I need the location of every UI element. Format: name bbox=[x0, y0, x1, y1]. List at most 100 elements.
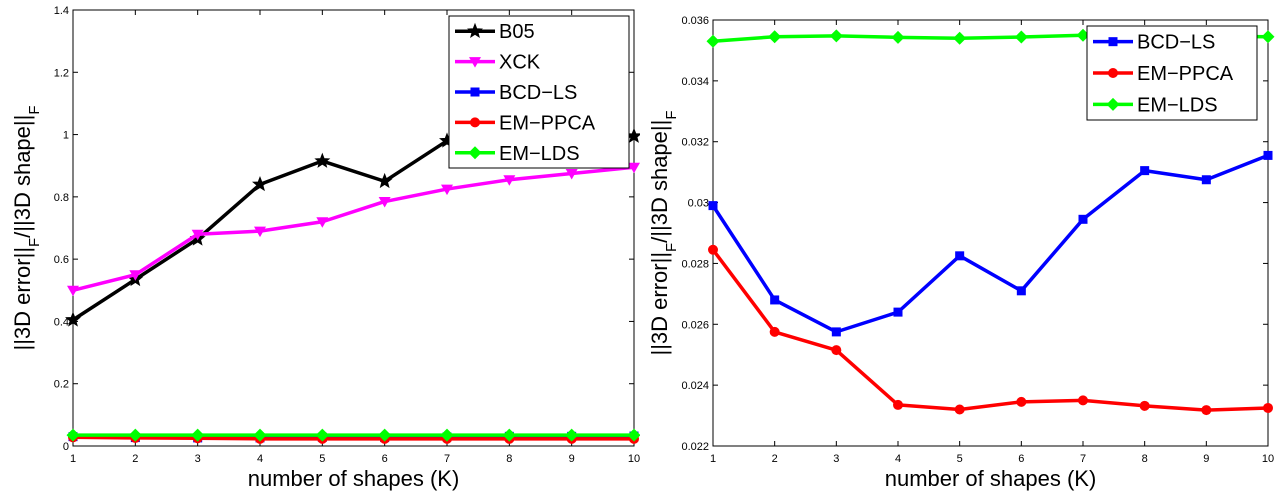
legend-marker bbox=[470, 117, 480, 128]
data-point-bcd-ls bbox=[708, 201, 718, 211]
series-em-lds bbox=[66, 428, 640, 442]
left-chart: 1 2 3 4 5 6 7 8 9 10 0 0.2 0.4 0.6 0.8 1 1.2 1.4 number of… bbox=[10, 5, 640, 491]
data-point-xck bbox=[503, 175, 516, 186]
y-tick-label: 1 bbox=[63, 130, 69, 142]
x-tick-label: 10 bbox=[628, 453, 640, 465]
y-axis-label: ||3D error||F/||3D shape||F bbox=[647, 110, 680, 355]
data-point-em-lds bbox=[1076, 28, 1090, 42]
data-point-em-ppca bbox=[1016, 396, 1027, 407]
data-point-em-lds bbox=[378, 428, 392, 442]
data-point-em-lds bbox=[253, 428, 267, 442]
x-tick-label: 10 bbox=[1262, 453, 1274, 465]
y-tick-label: 0.028 bbox=[681, 258, 709, 270]
x-tick-label: 3 bbox=[195, 453, 201, 465]
right-chart-panel: 1 2 3 4 5 6 7 8 9 10 0.022 0.024 0.026 0.028 0.03 0.032… bbox=[640, 0, 1280, 492]
data-point-xck bbox=[378, 197, 391, 208]
series-line-em-ppca bbox=[72, 435, 634, 441]
data-point-em-lds bbox=[953, 31, 967, 45]
legend-label: XCK bbox=[499, 52, 541, 74]
data-point-bcd-ls bbox=[955, 251, 965, 261]
y-tick-label: 0.2 bbox=[54, 379, 69, 391]
legend-item-xck: XCK bbox=[455, 52, 541, 74]
data-point-em-lds bbox=[502, 428, 516, 442]
legend-item-em-ppca: EM−PPCA bbox=[1093, 63, 1234, 85]
y-tick-label: 0.034 bbox=[681, 76, 709, 88]
x-tick-label: 6 bbox=[1018, 453, 1024, 465]
legend-label: BCD−LS bbox=[1137, 32, 1215, 54]
data-point-em-ppca bbox=[1078, 395, 1088, 406]
y-tick-label: 0.03 bbox=[688, 198, 709, 210]
data-point-em-lds bbox=[627, 428, 640, 442]
legend-item-bcd-ls: BCD−LS bbox=[455, 82, 577, 104]
legend-item-bcd-ls: BCD−LS bbox=[1093, 32, 1215, 54]
data-point-bcd-ls bbox=[1078, 214, 1088, 224]
y-tick-label: 0.6 bbox=[54, 254, 69, 266]
data-point-em-ppca bbox=[1263, 402, 1273, 413]
x-tick-label: 8 bbox=[1142, 453, 1148, 465]
legend-label: EM−LDS bbox=[1137, 94, 1218, 116]
legend-marker bbox=[467, 22, 483, 38]
data-point-em-lds bbox=[1261, 30, 1275, 44]
x-tick-label: 1 bbox=[710, 453, 716, 465]
y-tick-label: 0.032 bbox=[681, 137, 709, 149]
x-tick-label: 7 bbox=[444, 453, 450, 465]
data-point-em-ppca bbox=[831, 345, 842, 356]
x-tick-label: 5 bbox=[957, 453, 963, 465]
data-point-xck bbox=[191, 229, 204, 241]
x-tick-label: 9 bbox=[1203, 453, 1209, 465]
data-point-bcd-ls bbox=[770, 295, 780, 305]
data-point-bcd-ls bbox=[893, 307, 903, 317]
data-point-xck bbox=[254, 226, 266, 238]
x-axis-label: number of shapes (K) bbox=[885, 466, 1097, 491]
x-tick-label: 9 bbox=[569, 453, 575, 465]
x-tick-label: 8 bbox=[506, 453, 512, 465]
x-tick-label: 4 bbox=[895, 453, 901, 465]
series-em-ppca bbox=[708, 244, 1273, 416]
right-chart: 1 2 3 4 5 6 7 8 9 10 0.022 0.024 0.026 0.028 0.03 0.032… bbox=[647, 15, 1275, 491]
legend-label: BCD−LS bbox=[499, 82, 577, 104]
data-point-em-lds bbox=[1014, 30, 1028, 44]
legend-marker bbox=[468, 146, 482, 160]
data-point-em-lds bbox=[891, 30, 905, 44]
y-tick-label: 1.2 bbox=[54, 67, 69, 79]
data-point-xck bbox=[441, 184, 453, 196]
legend: BCD−LS EM−PPCA EM−LDS bbox=[1086, 25, 1258, 121]
y-tick-label: 1.4 bbox=[54, 5, 69, 17]
y-tick-label: 0.8 bbox=[54, 192, 69, 204]
data-point-xck bbox=[316, 217, 329, 228]
data-point-em-lds bbox=[829, 29, 843, 43]
x-tick-label: 7 bbox=[1080, 453, 1086, 465]
data-point-em-ppca bbox=[954, 404, 965, 415]
x-axis-label: number of shapes (K) bbox=[248, 466, 460, 491]
legend-marker bbox=[1108, 68, 1118, 78]
data-point-em-lds bbox=[315, 428, 329, 442]
data-point-em-lds bbox=[66, 428, 80, 442]
data-point-bcd-ls bbox=[831, 327, 841, 337]
data-point-em-lds bbox=[440, 428, 454, 442]
legend-item-em-ppca: EM−PPCA bbox=[455, 112, 596, 134]
x-tick-label: 2 bbox=[132, 453, 138, 465]
y-axis-label: ||3D error||F/||3D shape||F bbox=[10, 105, 43, 350]
y-tick-label: 0 bbox=[63, 441, 69, 453]
data-point-b05 bbox=[314, 152, 331, 168]
legend-label: B05 bbox=[499, 21, 535, 43]
legend-marker bbox=[1106, 97, 1120, 111]
data-point-em-lds bbox=[191, 428, 205, 442]
y-tick-label: 0.024 bbox=[681, 380, 709, 392]
data-point-bcd-ls bbox=[1016, 286, 1026, 296]
data-point-bcd-ls bbox=[1201, 175, 1211, 185]
legend-marker bbox=[470, 87, 480, 97]
data-point-em-ppca bbox=[769, 326, 780, 337]
x-tick-label: 1 bbox=[70, 453, 76, 465]
left-chart-panel: 1 2 3 4 5 6 7 8 9 10 0 0.2 0.4 0.6 0.8 1 1.2 1.4 number of… bbox=[10, 5, 640, 491]
data-point-em-ppca bbox=[708, 244, 718, 255]
data-point-xck bbox=[565, 169, 578, 180]
legend-marker bbox=[469, 57, 481, 68]
legend-item-b05: B05 bbox=[455, 21, 535, 43]
data-point-b05 bbox=[376, 172, 393, 189]
legend-label: EM−LDS bbox=[499, 143, 580, 165]
data-point-em-lds bbox=[706, 34, 720, 48]
legend-label: EM−PPCA bbox=[1137, 63, 1234, 85]
series-line-bcd-ls bbox=[711, 153, 1269, 334]
x-tick-label: 2 bbox=[772, 453, 778, 465]
